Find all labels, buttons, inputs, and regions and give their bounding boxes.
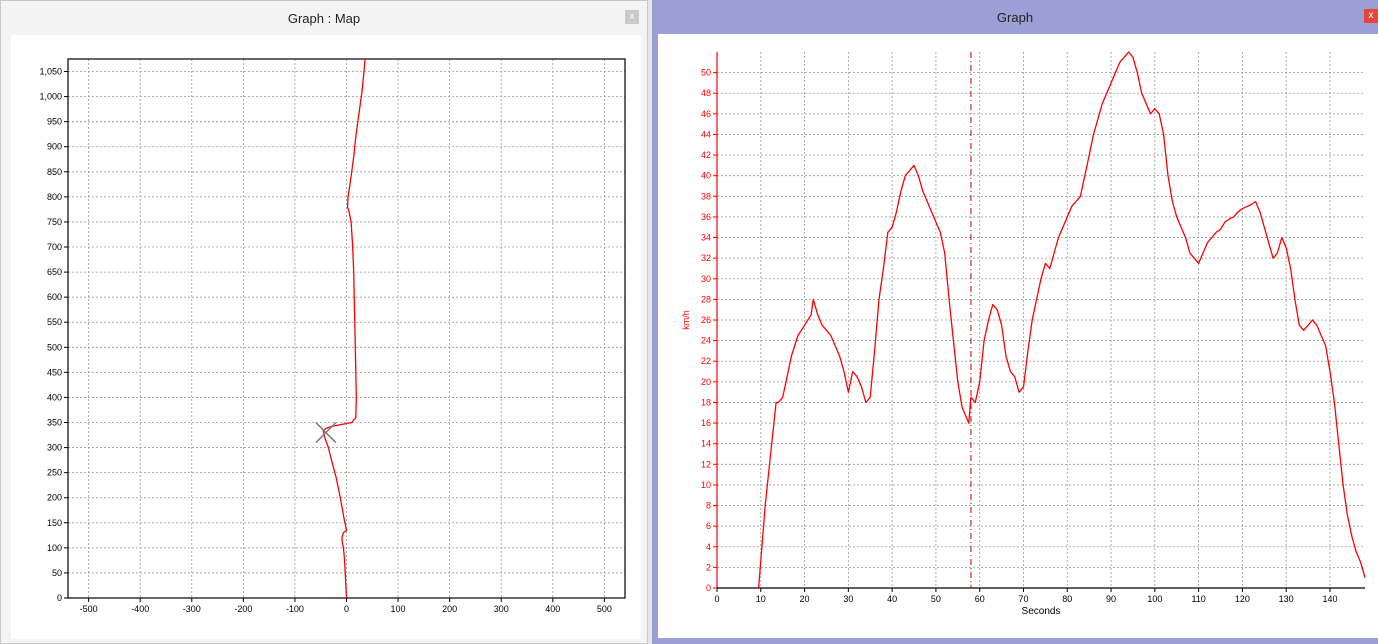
speed-y-tick-label: 0 <box>706 583 711 593</box>
map-position-marker-0 <box>315 421 337 444</box>
map-y-tick-label: 300 <box>47 443 62 453</box>
speed-x-tick-label: 20 <box>800 594 810 604</box>
speed-series-line-0 <box>757 51 1366 589</box>
speed-y-tick-label: 8 <box>706 501 711 511</box>
graph-titlebar: Graph x <box>652 0 1378 34</box>
speed-x-tick-label: 0 <box>714 594 719 604</box>
speed-x-tick-label: 60 <box>975 594 985 604</box>
map-x-tick-label: -500 <box>80 604 98 614</box>
speed-y-tick-label: 24 <box>701 336 711 346</box>
speed-x-tick-label: 80 <box>1062 594 1072 604</box>
map-y-tick-label: 500 <box>47 342 62 352</box>
map-x-tick-label: -200 <box>234 604 252 614</box>
map-y-tick-label: 850 <box>47 167 62 177</box>
speed-y-tick-label: 6 <box>706 521 711 531</box>
speed-x-tick-label: 130 <box>1279 594 1294 604</box>
speed-x-tick-label: 120 <box>1235 594 1250 604</box>
map-x-tick-label: 300 <box>494 604 509 614</box>
map-y-tick-label: 700 <box>47 242 62 252</box>
speed-x-axis-label: Seconds <box>1022 606 1061 617</box>
speed-y-tick-label: 10 <box>701 480 711 490</box>
map-y-tick-label: 100 <box>47 543 62 553</box>
map-x-tick-label: 0 <box>344 604 349 614</box>
speed-y-axis-label: km/h <box>681 310 691 330</box>
speed-y-tick-label: 26 <box>701 315 711 325</box>
map-x-tick-label: 400 <box>545 604 560 614</box>
speed-x-tick-label: 30 <box>843 594 853 604</box>
speed-x-tick-label: 140 <box>1322 594 1337 604</box>
speed-y-tick-label: 50 <box>701 68 711 78</box>
map-titlebar: Graph : Map x <box>1 1 647 35</box>
graph-window-title: Graph <box>996 9 1034 25</box>
speed-x-tick-label: 10 <box>756 594 766 604</box>
map-y-tick-label: 550 <box>47 317 62 327</box>
map-x-tick-label: 100 <box>391 604 406 614</box>
map-x-tick-label: 200 <box>442 604 457 614</box>
speed-y-tick-label: 2 <box>706 562 711 572</box>
map-y-tick-label: 950 <box>47 117 62 127</box>
speed-y-tick-label: 12 <box>701 459 711 469</box>
map-y-tick-label: 900 <box>47 142 62 152</box>
speed-y-tick-label: 40 <box>701 171 711 181</box>
graph-close-button[interactable]: x <box>1364 9 1378 23</box>
map-y-tick-label: 650 <box>47 267 62 277</box>
speed-y-tick-label: 14 <box>701 439 711 449</box>
graph-plot-area: 0 10 20 30 40 50 60 70 80 90 100 110 120 130 140 0 2 4 6 8 1… <box>658 34 1378 638</box>
speed-y-tick-label: 34 <box>701 233 711 243</box>
map-plot-area: -500 -400 -300 -200 -100 0 100 200 300 400 500 0 50 1… <box>11 35 641 639</box>
map-close-button[interactable]: x <box>625 10 639 24</box>
speed-x-tick-label: 100 <box>1147 594 1162 604</box>
map-y-tick-label: 400 <box>47 392 62 402</box>
speed-x-tick-label: 70 <box>1018 594 1028 604</box>
map-y-tick-label: 600 <box>47 292 62 302</box>
speed-y-tick-label: 4 <box>706 542 711 552</box>
map-x-tick-label: -300 <box>183 604 201 614</box>
map-y-tick-label: 450 <box>47 367 62 377</box>
speed-x-tick-label: 110 <box>1191 594 1205 604</box>
map-y-tick-label: 150 <box>47 518 62 528</box>
map-y-tick-label: 1,050 <box>39 67 62 77</box>
speed-y-tick-label: 48 <box>701 88 711 98</box>
speed-x-tick-label: 50 <box>931 594 941 604</box>
map-y-tick-label: 1,000 <box>39 92 62 102</box>
speed-y-tick-label: 32 <box>701 253 711 263</box>
map-y-tick-label: 250 <box>47 468 62 478</box>
map-x-tick-label: -400 <box>131 604 149 614</box>
speed-y-tick-label: 18 <box>701 397 711 407</box>
map-y-tick-label: 350 <box>47 418 62 428</box>
speed-x-tick-label: 90 <box>1106 594 1116 604</box>
map-chart: -500 -400 -300 -200 -100 0 100 200 300 400 500 0 50 1… <box>39 58 626 614</box>
map-window: Graph : Map x -500 -400 -300 -200 -100 0 100 20… <box>0 0 648 644</box>
map-window-title: Graph : Map <box>287 10 361 26</box>
speed-chart: 0 10 20 30 40 50 60 70 80 90 100 110 120 130 140024681… <box>681 51 1366 617</box>
speed-x-tick-label: 40 <box>887 594 897 604</box>
speed-y-tick-label: 22 <box>701 356 711 366</box>
map-x-tick-label: 500 <box>597 604 612 614</box>
map-y-tick-label: 50 <box>52 568 62 578</box>
speed-y-tick-label: 30 <box>701 274 711 284</box>
speed-y-tick-label: 44 <box>701 129 711 139</box>
map-x-tick-label: -100 <box>286 604 304 614</box>
map-y-tick-label: 0 <box>57 593 62 603</box>
speed-y-tick-label: 42 <box>701 150 711 160</box>
map-y-tick-label: 800 <box>47 192 62 202</box>
speed-y-tick-label: 16 <box>701 418 711 428</box>
map-y-tick-label: 200 <box>47 493 62 503</box>
speed-y-tick-label: 28 <box>701 294 711 304</box>
map-series-line-0 <box>322 58 366 599</box>
speed-y-tick-label: 36 <box>701 212 711 222</box>
speed-y-tick-label: 38 <box>701 191 711 201</box>
speed-y-tick-label: 20 <box>701 377 711 387</box>
speed-y-tick-label: 46 <box>701 109 711 119</box>
map-marker-stroke-b <box>315 421 337 444</box>
graph-window: Graph x 0 10 20 30 40 50 60 70 80 90 100 110 120 130 1… <box>652 0 1378 644</box>
map-y-tick-label: 750 <box>47 217 62 227</box>
